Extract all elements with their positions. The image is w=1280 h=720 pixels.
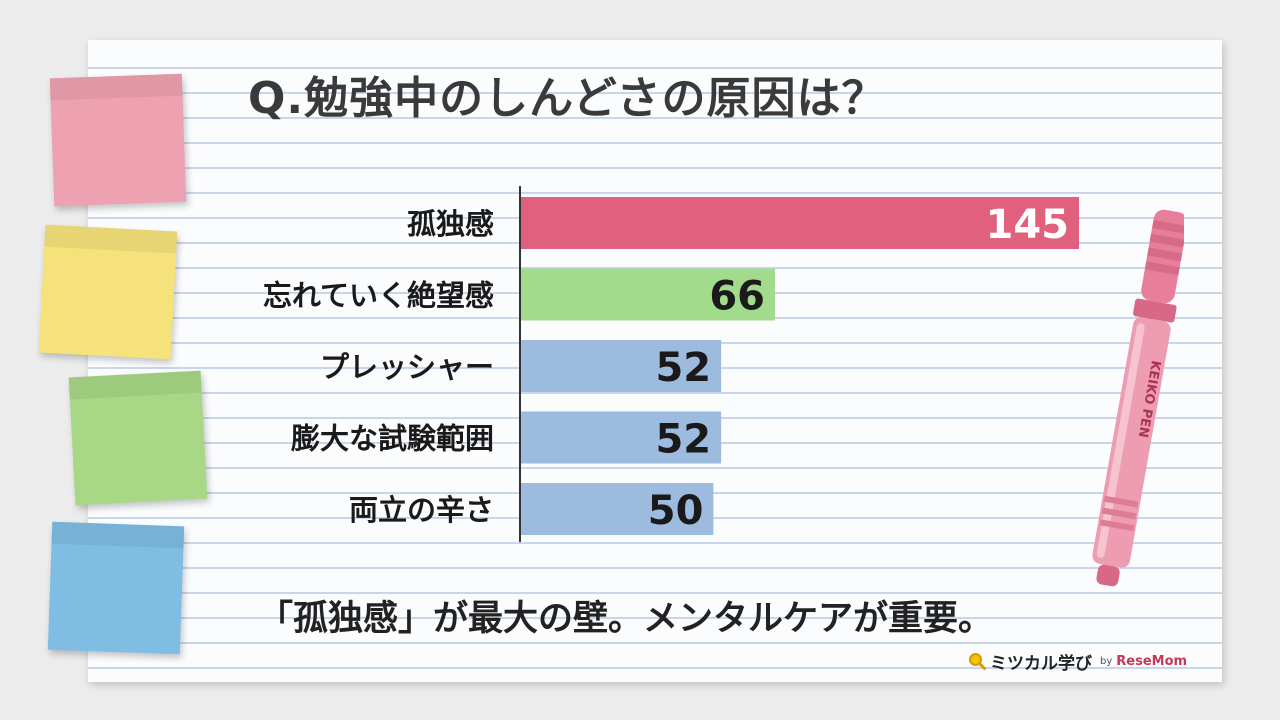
bar-0 xyxy=(521,197,1079,249)
brand-name: ミツカル学び xyxy=(990,653,1092,674)
value-label-0: 145 xyxy=(986,202,1070,248)
bar-1 xyxy=(521,268,775,321)
chart-title: Q.勉強中のしんどさの原因は？ xyxy=(248,73,887,124)
marker-pen-icon: KEIKO PEN xyxy=(1092,209,1184,587)
bar-3 xyxy=(521,411,722,464)
brand-by: by xyxy=(1100,655,1113,667)
footer-note: 「孤独感」が最大の壁。メンタルケアが重要。 xyxy=(258,599,994,639)
category-label-0: 孤独感 xyxy=(407,207,494,241)
value-label-3: 52 xyxy=(655,417,711,463)
category-label-2: プレッシャー xyxy=(320,350,494,384)
category-label-4: 両立の辛さ xyxy=(349,493,494,527)
category-label-3: 膨大な試験範囲 xyxy=(291,422,494,456)
brand-logo: ミツカル学び by ReseMom xyxy=(968,648,1187,674)
brand-partner: ReseMom xyxy=(1116,653,1188,669)
value-label-1: 66 xyxy=(709,274,765,320)
bar-4 xyxy=(521,483,714,535)
magnifier-icon xyxy=(969,653,986,670)
category-label-1: 忘れていく絶望感 xyxy=(263,279,494,313)
value-label-2: 52 xyxy=(655,345,711,391)
value-label-4: 50 xyxy=(648,488,704,534)
bar-2 xyxy=(521,340,722,392)
